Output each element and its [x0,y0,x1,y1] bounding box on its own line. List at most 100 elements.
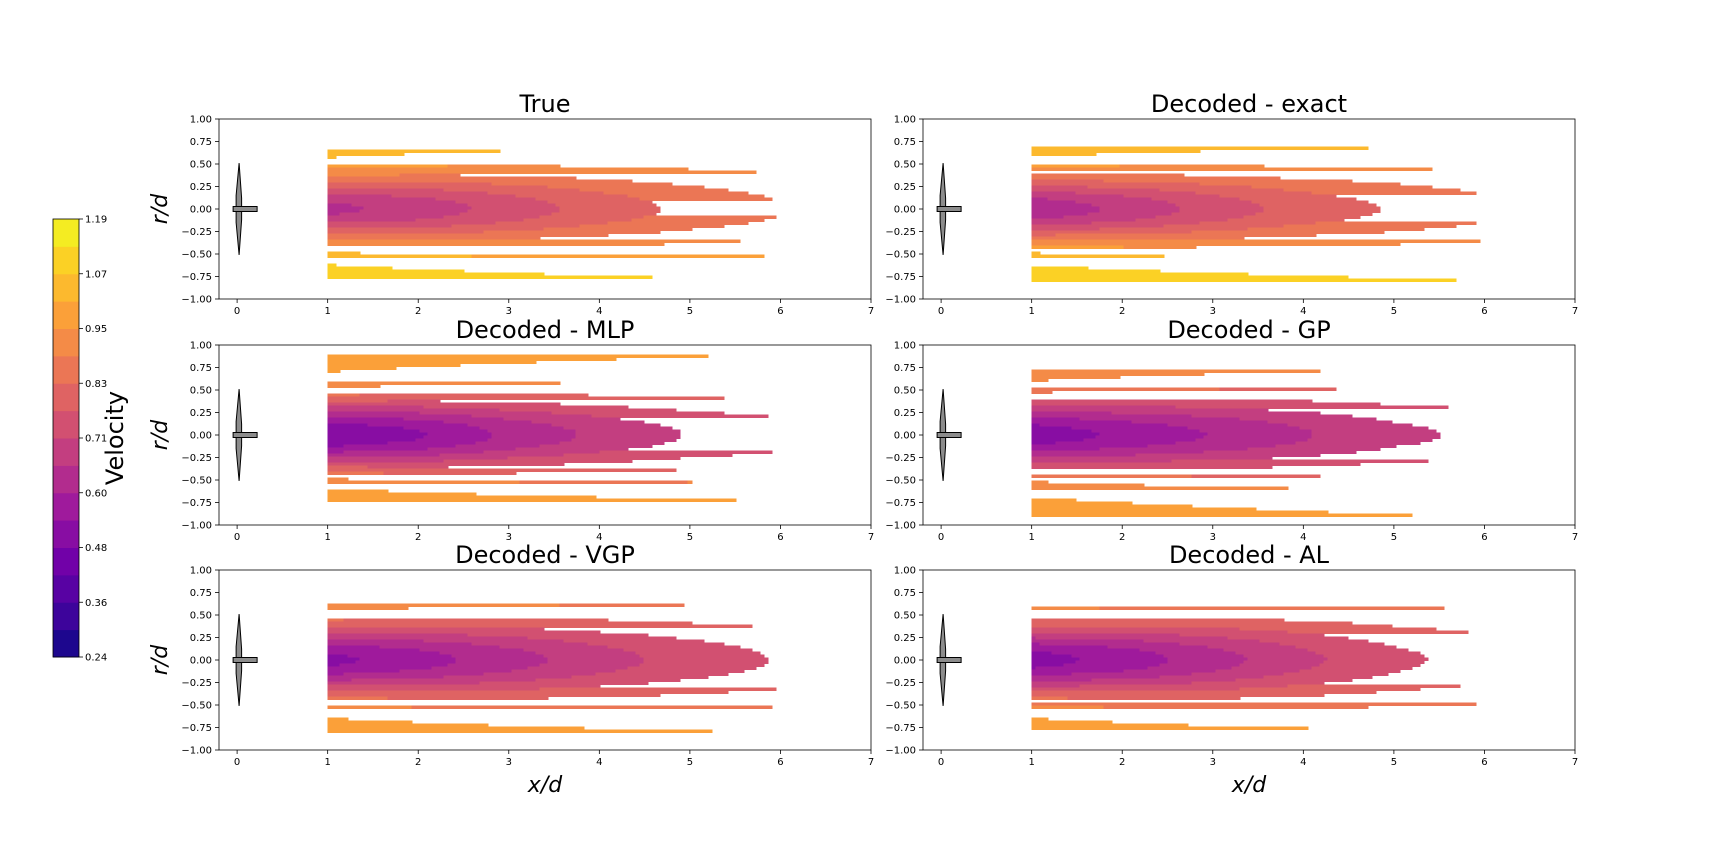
y-tick-label: 0.75 [190,137,212,148]
x-tick-label: 0 [938,306,944,317]
x-tick-label: 5 [687,306,693,317]
x-tick-label: 2 [1119,306,1125,317]
panel-title: Decoded - AL [1169,541,1330,569]
y-tick-label: −0.75 [885,498,916,509]
turbine-icon [936,614,962,706]
y-tick-label: −0.50 [181,476,212,487]
velocity-field [1031,146,1481,283]
x-tick-label: 3 [1210,306,1216,317]
turbine-icon [232,389,258,481]
y-tick-label: 0.25 [190,182,212,193]
colorbar-level [53,492,79,521]
colorbar-level [53,465,79,494]
y-tick-label: −1.00 [885,746,916,757]
y-tick-label: −0.75 [885,723,916,734]
x-tick-label: 2 [1119,757,1125,768]
colorbar-level [53,383,79,412]
panel-title: Decoded - MLP [456,316,635,344]
y-tick-label: −0.75 [181,272,212,283]
y-axis-label: r/d [148,644,173,675]
x-tick-label: 7 [868,757,874,768]
colorbar-tick-label: 0.71 [85,434,107,445]
x-tick-label: 1 [1028,532,1034,543]
x-tick-label: 7 [1572,532,1578,543]
x-tick-label: 1 [1028,306,1034,317]
y-tick-label: −0.25 [885,453,916,464]
x-tick-label: 4 [596,757,602,768]
y-axis-label: r/d [148,193,173,224]
y-tick-label: 0.50 [894,160,916,171]
colorbar-level [53,273,79,302]
x-tick-label: 3 [506,306,512,317]
panel-title: True [519,90,571,118]
x-tick-label: 3 [1210,532,1216,543]
x-tick-label: 1 [1028,757,1034,768]
colorbar-tick-label: 0.95 [85,324,107,335]
y-tick-label: −0.50 [885,476,916,487]
velocity-field [327,603,777,734]
y-tick-label: 0.50 [190,160,212,171]
turbine-icon [936,389,962,481]
x-tick-label: 0 [234,306,240,317]
x-axis-label: x/d [527,773,563,798]
y-tick-label: 0.75 [190,588,212,599]
x-tick-label: 1 [324,757,330,768]
x-tick-label: 3 [1210,757,1216,768]
x-tick-label: 6 [777,757,783,768]
y-tick-label: −1.00 [181,521,212,532]
x-tick-label: 2 [415,532,421,543]
colorbar-level [53,574,79,603]
y-tick-label: −0.25 [885,678,916,689]
y-tick-label: −0.75 [181,498,212,509]
x-tick-label: 7 [868,306,874,317]
x-tick-label: 1 [324,532,330,543]
y-tick-label: 0.50 [190,386,212,397]
y-tick-label: −0.25 [885,227,916,238]
x-tick-label: 2 [415,757,421,768]
y-tick-label: 0.25 [894,633,916,644]
y-tick-label: 0.00 [190,205,212,216]
y-tick-label: 1.00 [190,566,212,577]
panel: 0 1 2 3 4 5 6 7 1.00 0.75 0.50 0.25 0.00 −0.25 −0.50 −0… [148,316,874,543]
y-tick-label: 0.50 [894,611,916,622]
y-tick-label: 0.25 [894,182,916,193]
panel: 0 1 2 3 4 5 6 7 1.00 0.75 0.50 0.25 0.00 −0.25 −0.50 −0… [885,90,1578,317]
y-tick-label: 1.00 [894,566,916,577]
x-tick-label: 6 [777,306,783,317]
colorbar: 1.19 1.07 0.95 0.83 0.71 0.60 0.48 0.36 0.24 [52,215,107,664]
x-axis-label: x/d [1231,773,1267,798]
x-tick-label: 7 [1572,757,1578,768]
y-tick-label: 1.00 [894,341,916,352]
colorbar-level [53,301,79,329]
panel-title: Decoded - exact [1151,90,1347,118]
y-tick-label: 1.00 [894,115,916,126]
colorbar-level [53,219,79,247]
y-tick-label: −1.00 [181,746,212,757]
y-tick-label: 0.00 [894,205,916,216]
y-tick-label: 1.00 [190,115,212,126]
y-tick-label: 1.00 [190,341,212,352]
x-tick-label: 4 [596,306,602,317]
y-tick-label: 0.25 [190,633,212,644]
y-tick-label: 0.75 [190,363,212,374]
y-axis-label: r/d [148,419,173,450]
colorbar-level [53,355,79,384]
velocity-field [1031,606,1477,731]
y-tick-label: 0.25 [894,408,916,419]
colorbar-level [53,520,79,548]
y-tick-label: −0.50 [885,250,916,261]
x-tick-label: 0 [234,757,240,768]
panel: 0 1 2 3 4 5 6 7 1.00 0.75 0.50 0.25 0.00 −0.25 −0.50 −0… [148,541,874,798]
panel: 0 1 2 3 4 5 6 7 1.00 0.75 0.50 0.25 0.00 −0.25 −0.50 −0… [885,541,1578,798]
x-tick-label: 3 [506,532,512,543]
y-tick-label: −0.25 [181,453,212,464]
x-tick-label: 5 [1391,306,1397,317]
y-tick-label: −1.00 [885,521,916,532]
x-tick-label: 0 [938,757,944,768]
x-tick-label: 5 [687,532,693,543]
colorbar-tick-label: 0.48 [85,543,107,554]
panel-title: Decoded - VGP [455,541,635,569]
x-tick-label: 0 [938,532,944,543]
colorbar-level [53,629,79,658]
